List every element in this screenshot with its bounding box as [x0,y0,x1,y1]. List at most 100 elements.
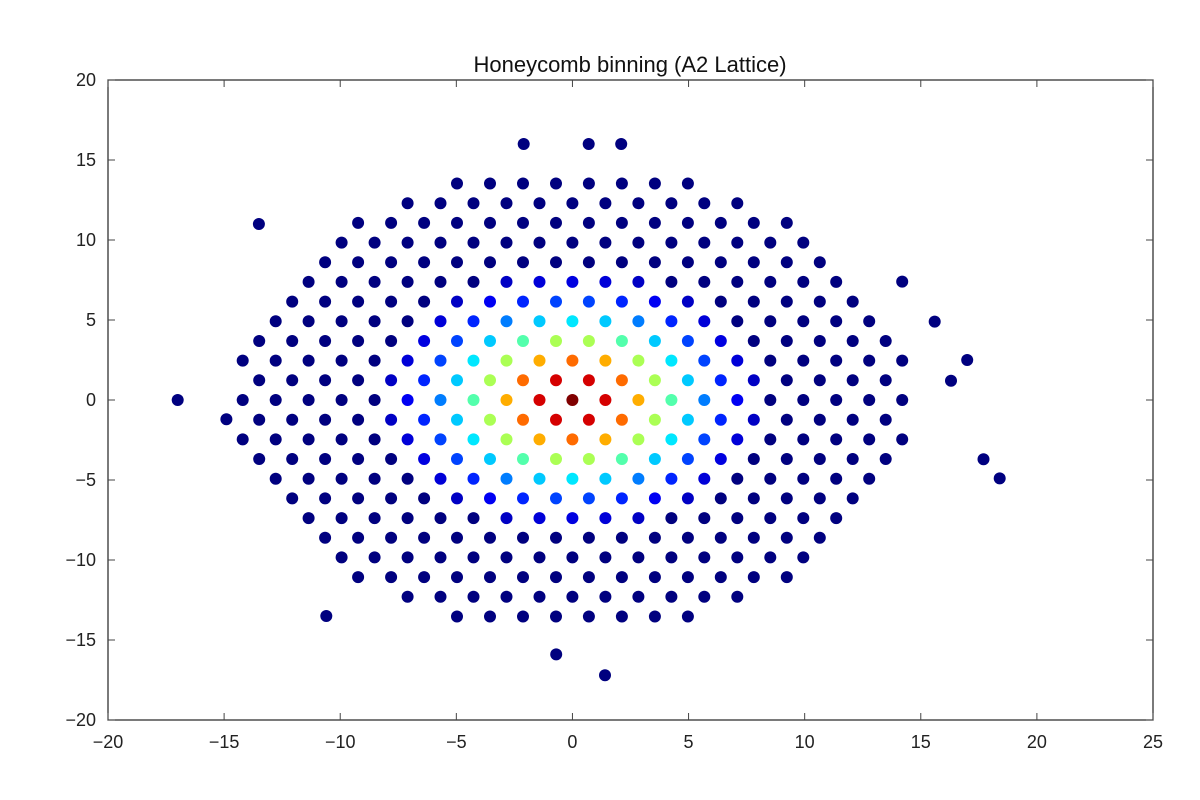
scatter-point [418,335,431,347]
scatter-point [500,512,513,525]
scatter-point [797,512,810,525]
scatter-point [681,216,694,229]
scatter-point [830,394,843,406]
scatter-point [352,571,365,584]
scatter-point [665,236,678,249]
scatter-point [484,610,496,623]
scatter-point [319,374,332,387]
scatter-point [648,177,661,190]
scatter-point [484,492,496,505]
scatter-point [764,512,777,525]
scatter-point [467,590,480,603]
scatter-point [533,590,546,603]
scatter-point [648,256,661,269]
scatter-point [517,571,529,584]
scatter-point [269,472,282,485]
scatter-point [451,374,463,387]
y-tick-label: 0 [86,390,96,410]
scatter-point [550,531,562,544]
scatter-point [681,492,694,505]
scatter-point [665,590,678,603]
scatter-point [467,354,480,367]
scatter-point [863,394,876,406]
scatter-point [335,472,348,485]
scatter-point [236,394,249,406]
scatter-point [582,335,595,347]
scatter-point [533,275,546,288]
scatter-point [863,315,876,328]
scatter-point [517,413,529,426]
scatter-point [797,236,810,249]
scatter-point [896,433,909,446]
scatter-point [780,374,793,387]
scatter-point [368,433,381,446]
scatter-point [451,256,463,269]
scatter-point [731,394,744,406]
scatter-point [418,531,431,544]
scatter-point [764,472,777,485]
scatter-point [665,472,678,485]
scatter-point [764,433,777,446]
scatter-point [418,256,431,269]
scatter-point [698,590,711,603]
scatter-point [813,413,826,426]
scatter-point [632,354,645,367]
scatter-point [484,177,496,190]
scatter-point [401,512,414,525]
scatter-point [731,236,744,249]
scatter-point [500,354,513,367]
y-tick-label: −5 [75,470,96,490]
scatter-point [714,492,727,505]
scatter-point [550,177,562,190]
scatter-point [484,374,496,387]
scatter-point [467,512,480,525]
scatter-point [500,236,513,249]
scatter-point [615,374,628,387]
scatter-point [582,492,595,505]
x-tick-label: −5 [446,732,467,752]
scatter-point [385,256,398,269]
scatter-point [566,512,579,525]
scatter-point [286,295,299,308]
scatter-point [731,197,744,210]
scatter-point [566,236,579,249]
scatter-point [681,177,694,190]
scatter-point [319,413,332,426]
scatter-point [368,236,381,249]
scatter-point [286,492,299,505]
scatter-point [566,315,579,328]
scatter-point [830,512,843,525]
scatter-point [665,275,678,288]
scatter-point [648,335,661,347]
scatter-point [846,413,859,426]
scatter-point [813,335,826,347]
scatter-point [236,433,249,446]
scatter-point [928,315,941,328]
scatter-point [599,590,612,603]
scatter-point [863,433,876,446]
scatter-point [731,275,744,288]
scatter-point [517,177,529,190]
scatter-point [945,374,957,387]
scatter-point [434,197,447,210]
scatter-point [566,275,579,288]
scatter-point [335,236,348,249]
scatter-point [599,394,612,406]
scatter-point [698,551,711,564]
scatter-point [566,433,579,446]
scatter-point [451,531,463,544]
scatter-point [599,354,612,367]
scatter-point [385,492,398,505]
scatter-point [714,216,727,229]
scatter-point [385,374,398,387]
scatter-point [747,453,760,465]
scatter-point [533,433,546,446]
scatter-point [632,197,645,210]
scatter-point [780,531,793,544]
scatter-point [698,472,711,485]
scatter-point [286,413,299,426]
scatter-point [319,453,332,465]
scatter-point [335,354,348,367]
scatter-point [550,610,562,623]
